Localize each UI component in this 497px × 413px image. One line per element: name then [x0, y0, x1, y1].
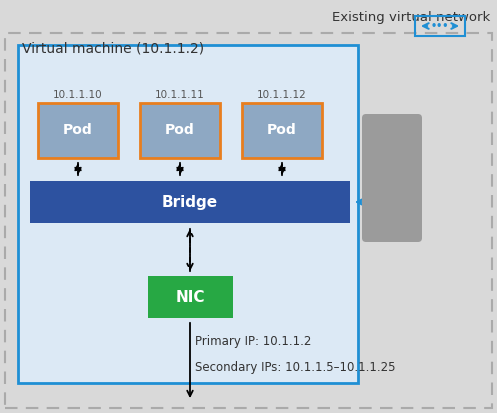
Text: 10.1.1.10: 10.1.1.10: [53, 90, 103, 100]
FancyBboxPatch shape: [30, 181, 350, 223]
Text: Pod: Pod: [165, 123, 195, 138]
Text: 10.1.1.12: 10.1.1.12: [257, 90, 307, 100]
Text: Secondary IPs: 10.1.1.5–10.1.1.25: Secondary IPs: 10.1.1.5–10.1.1.25: [195, 361, 396, 374]
Text: 10.1.1.11: 10.1.1.11: [155, 90, 205, 100]
Text: •••: •••: [431, 21, 449, 31]
Text: Azure CNI: Azure CNI: [386, 147, 399, 209]
FancyBboxPatch shape: [242, 103, 322, 158]
FancyBboxPatch shape: [148, 276, 233, 318]
Text: Virtual machine (10.1.1.2): Virtual machine (10.1.1.2): [22, 41, 204, 55]
Text: Pod: Pod: [63, 123, 93, 138]
FancyBboxPatch shape: [362, 114, 422, 242]
FancyBboxPatch shape: [140, 103, 220, 158]
Text: NIC: NIC: [175, 290, 205, 304]
FancyBboxPatch shape: [38, 103, 118, 158]
Text: Primary IP: 10.1.1.2: Primary IP: 10.1.1.2: [195, 335, 312, 348]
Text: Pod: Pod: [267, 123, 297, 138]
Text: Existing virtual network: Existing virtual network: [332, 11, 490, 24]
FancyBboxPatch shape: [18, 45, 358, 383]
FancyBboxPatch shape: [5, 33, 492, 408]
Text: Bridge: Bridge: [162, 195, 218, 209]
